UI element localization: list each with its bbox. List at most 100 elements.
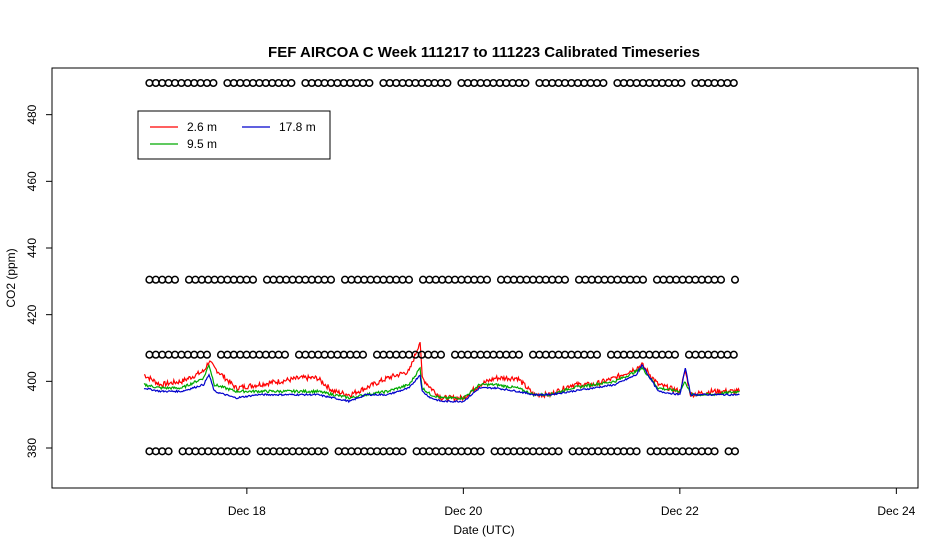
reference-marker <box>632 447 641 456</box>
reference-marker <box>282 275 291 284</box>
reference-marker <box>216 275 226 284</box>
reference-marker <box>716 350 726 359</box>
reference-marker <box>177 78 186 88</box>
reference-marker <box>197 447 206 456</box>
reference-marker <box>216 447 226 456</box>
reference-marker <box>262 275 272 284</box>
reference-marker <box>652 275 662 284</box>
reference-marker <box>334 447 343 456</box>
legend: 2.6 m 9.5 m 17.8 m <box>137 110 331 160</box>
reference-marker <box>340 447 350 456</box>
reference-marker <box>242 447 251 456</box>
reference-marker <box>145 78 154 88</box>
reference-marker <box>619 447 628 456</box>
x-axis-label: Date (UTC) <box>453 523 514 537</box>
reference-marker <box>664 350 673 359</box>
reference-marker <box>320 350 329 359</box>
reference-marker <box>223 350 232 359</box>
reference-marker <box>411 78 420 88</box>
reference-marker <box>256 447 265 456</box>
reference-marker <box>178 447 187 456</box>
reference-marker <box>372 350 382 359</box>
reference-marker <box>528 275 538 284</box>
reference-marker <box>196 78 205 88</box>
reference-marker <box>352 78 361 88</box>
reference-marker <box>314 275 323 284</box>
reference-marker <box>574 275 584 284</box>
reference-marker <box>379 350 388 359</box>
reference-marker <box>606 275 616 284</box>
x-tick-label: Dec 22 <box>661 504 699 518</box>
reference-marker <box>236 78 245 88</box>
reference-marker <box>632 350 641 359</box>
reference-marker <box>210 447 219 456</box>
reference-marker <box>398 447 407 456</box>
reference-marker <box>463 447 472 456</box>
reference-marker <box>229 350 238 359</box>
reference-marker <box>431 447 440 456</box>
reference-marker <box>665 447 674 456</box>
reference-marker <box>365 78 374 88</box>
reference-marker <box>346 78 355 88</box>
reference-marker <box>229 275 238 284</box>
legend-label: 17.8 m <box>279 120 316 134</box>
reference-marker <box>255 350 264 359</box>
reference-marker <box>626 350 635 359</box>
reference-marker <box>489 78 498 88</box>
reference-marker <box>229 78 238 88</box>
reference-marker <box>573 350 582 359</box>
reference-marker <box>184 447 194 456</box>
x-tick-label: Dec 18 <box>228 504 266 518</box>
reference-marker <box>626 447 635 456</box>
reference-marker <box>691 350 700 359</box>
reference-marker <box>242 350 251 359</box>
reference-marker <box>372 447 382 456</box>
reference-marker <box>379 447 388 456</box>
reference-marker <box>613 275 622 284</box>
reference-marker <box>541 78 550 88</box>
reference-marker <box>476 350 485 359</box>
reference-marker <box>418 275 428 284</box>
reference-marker <box>710 350 719 359</box>
reference-marker <box>704 350 713 359</box>
reference-marker <box>425 275 434 284</box>
reference-marker <box>659 447 668 456</box>
reference-marker <box>613 350 622 359</box>
reference-marker <box>352 350 361 359</box>
reference-marker <box>496 447 506 456</box>
reference-marker <box>444 275 453 284</box>
reference-marker <box>392 78 401 88</box>
reference-marker <box>404 275 414 284</box>
reference-marker <box>450 350 460 359</box>
reference-marker <box>280 350 290 359</box>
reference-marker <box>730 447 740 456</box>
reference-marker <box>177 350 186 359</box>
reference-marker <box>392 275 401 284</box>
x-tick-label: Dec 24 <box>877 504 915 518</box>
reference-marker <box>398 350 407 359</box>
reference-marker <box>710 447 719 456</box>
reference-marker <box>164 350 173 359</box>
reference-marker <box>503 447 512 456</box>
reference-marker <box>704 275 713 284</box>
reference-marker <box>424 350 433 359</box>
reference-marker <box>613 447 622 456</box>
reference-marker <box>158 447 167 456</box>
reference-marker <box>164 447 173 456</box>
reference-marker <box>626 275 635 284</box>
reference-marker <box>145 350 154 359</box>
reference-marker <box>651 78 660 88</box>
reference-marker <box>658 78 667 88</box>
reference-marker <box>372 275 382 284</box>
reference-marker <box>282 447 291 456</box>
reference-marker <box>151 447 160 456</box>
reference-marker <box>482 275 492 284</box>
reference-marker <box>730 275 740 284</box>
reference-marker <box>294 275 304 284</box>
reference-marker <box>404 350 414 359</box>
reference-marker <box>659 275 668 284</box>
reference-marker <box>476 447 485 456</box>
reference-marker <box>269 447 278 456</box>
reference-marker <box>710 78 719 88</box>
reference-marker <box>638 350 648 359</box>
